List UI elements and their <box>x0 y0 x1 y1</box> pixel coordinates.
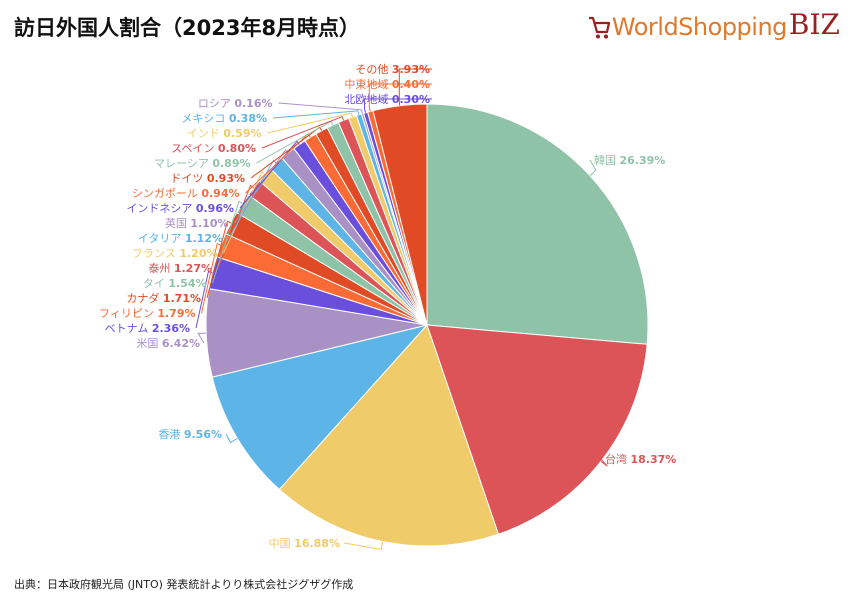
slice-label-14: シンガポール 0.94% <box>132 187 240 200</box>
slice-leader-line-9 <box>217 184 255 269</box>
slice-label-12: 英国 1.10% <box>165 216 229 230</box>
slice-leader-line-23 <box>398 68 432 106</box>
slice-leader-line-1 <box>600 458 608 467</box>
slice-label-13: インドネシア 0.96% <box>126 202 234 215</box>
slice-label-9: 泰州 1.27% <box>148 261 212 275</box>
slice-label-11: イタリア 1.12% <box>138 232 223 245</box>
slice-leader-line-21 <box>364 98 432 113</box>
slice-leader-line-7 <box>206 220 232 299</box>
slice-leader-line-20 <box>278 102 363 114</box>
slice-label-1: 台湾 18.37% <box>605 452 676 466</box>
slice-label-15: ドイツ 0.93% <box>170 172 245 185</box>
slice-label-10: フランス 1.20% <box>132 247 217 260</box>
slice-leader-line-3 <box>225 433 238 444</box>
slice-label-16: マレーシア 0.89% <box>154 157 250 170</box>
slice-label-8: タイ 1.54% <box>143 277 207 290</box>
shopping-cart-icon <box>588 16 610 39</box>
slice-leader-line-18 <box>267 112 354 134</box>
logo-suffix-text: BIZ <box>788 8 840 41</box>
slice-label-17: スペイン 0.80% <box>171 142 256 155</box>
pie-slice-2 <box>278 324 500 547</box>
source-note: 出典：日本政府観光局 (JNTO) 発表統計よりり株式会社ジグザグ作成 <box>14 578 354 591</box>
slice-label-18: インド 0.59% <box>187 127 262 140</box>
slice-leader-line-6 <box>201 243 222 314</box>
page-title: 訪日外国人割合（2023年8月時点） <box>14 16 361 40</box>
slice-leader-line-4 <box>197 332 207 344</box>
pie-slice-1 <box>426 324 648 535</box>
slice-label-7: カナダ 1.71% <box>126 291 201 305</box>
pie-slice-3 <box>211 324 429 491</box>
slice-leader-line-8 <box>212 200 243 284</box>
logo-brand-text: WorldShopping <box>611 13 788 41</box>
slice-label-23: その他 3.93% <box>355 63 430 76</box>
slice-label-4: 米国 6.42% <box>136 337 200 350</box>
slice-label-2: 中国 16.88% <box>269 537 340 550</box>
slice-leader-line-0 <box>589 159 597 177</box>
pie-slice-0 <box>426 103 649 345</box>
slice-leader-line-11 <box>228 159 277 239</box>
slice-leader-line-22 <box>368 83 432 112</box>
slice-label-20: ロシア 0.16% <box>198 97 273 110</box>
slice-label-21: 北欧地域 0.30% <box>344 93 430 106</box>
slice-label-3: 香港 9.56% <box>158 428 222 441</box>
slice-label-5: ベトナム 2.36% <box>105 322 190 335</box>
slice-leader-line-17 <box>261 115 345 149</box>
slice-leader-line-19 <box>272 110 360 119</box>
slice-label-22: 中東地域 0.40% <box>344 78 430 91</box>
pie-slice-23 <box>372 103 428 326</box>
slice-leader-line-2 <box>343 541 384 550</box>
slice-label-0: 韓国 26.39% <box>594 154 665 167</box>
worldshopping-biz-logo: WorldShopping BIZ <box>588 8 840 41</box>
slice-label-19: メキシコ 0.38% <box>181 112 267 125</box>
slice-label-6: フィリピン 1.79% <box>99 307 195 320</box>
